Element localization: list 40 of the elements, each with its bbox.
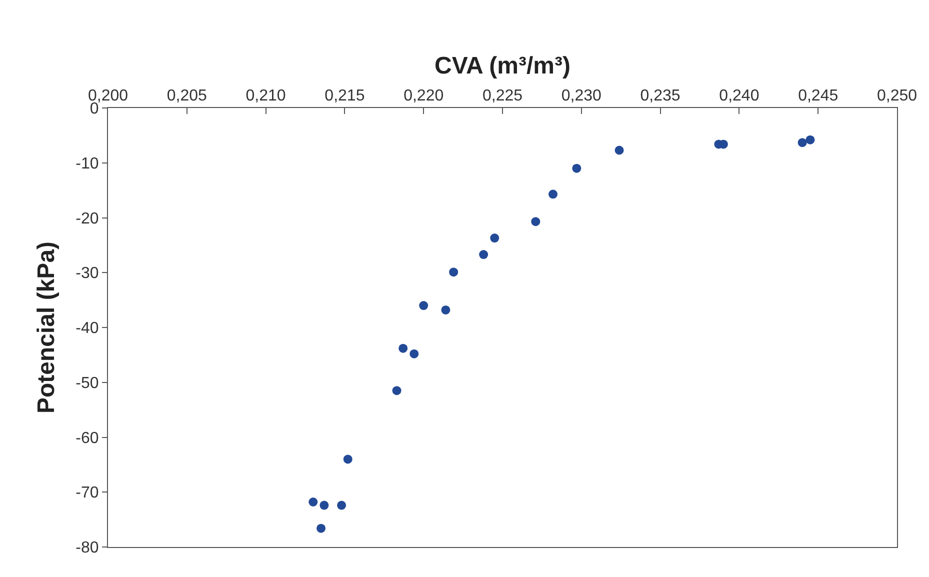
x-tick-label: 0,240 (719, 88, 760, 105)
point (479, 250, 488, 260)
point (316, 524, 326, 533)
x-tick-label: 0,210 (246, 88, 286, 105)
point (441, 305, 450, 314)
x-tick-label: 0,205 (166, 88, 208, 105)
point (308, 498, 318, 506)
y-tick-label: -60 (76, 430, 99, 447)
point (410, 349, 419, 358)
y-tick-label: -10 (76, 155, 99, 172)
y-axis-title: Potencial (kPa) (32, 241, 60, 414)
x-tick-label: 0,235 (640, 88, 680, 105)
point (392, 386, 402, 396)
x-tick-label: 0,220 (404, 88, 444, 105)
point (614, 146, 624, 155)
point (806, 135, 815, 144)
y-tick-label: -40 (76, 320, 99, 338)
point (490, 234, 500, 243)
point (343, 454, 352, 464)
x-tick-label: 0,250 (876, 88, 918, 105)
x-tick-label: 0,245 (798, 88, 838, 105)
x-tick-label: 0,225 (482, 88, 523, 105)
x-axis-title: CVA (m³/m³) (434, 52, 570, 80)
point (419, 301, 428, 310)
y-tick-label: -30 (76, 265, 99, 282)
point (337, 500, 346, 510)
point (320, 500, 329, 510)
x-tick-label: 0,230 (561, 88, 602, 105)
point (548, 190, 558, 199)
y-tick-label: 0 (90, 100, 99, 118)
y-tick-label: -70 (76, 484, 99, 502)
point (531, 217, 540, 226)
point (798, 138, 807, 148)
point (398, 344, 408, 353)
point (449, 268, 458, 277)
y-tick-label: -50 (76, 374, 99, 392)
point (572, 164, 582, 173)
x-tick-label: 0,215 (324, 88, 365, 105)
y-tick-label: -20 (76, 210, 99, 228)
y-tick-label: -80 (76, 540, 99, 557)
